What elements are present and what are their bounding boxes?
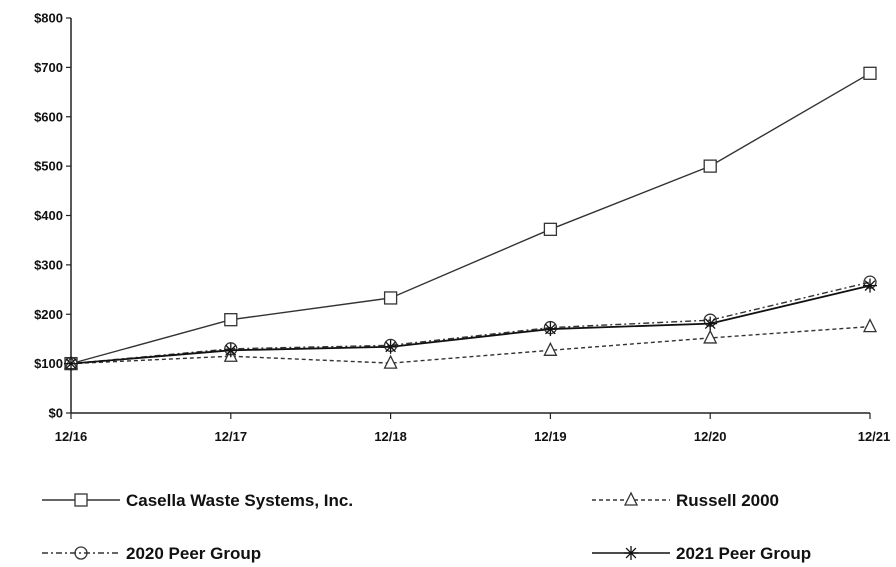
series-line-4 <box>70 284 871 365</box>
series-1-point-shape <box>543 222 558 236</box>
legend-marker-shape <box>623 491 639 506</box>
series-1-point <box>703 159 717 173</box>
series-1-point <box>224 313 238 327</box>
y-tick-label: $100 <box>34 356 63 371</box>
y-tick-label: $300 <box>34 257 63 272</box>
y-tick-label: $400 <box>34 208 63 223</box>
chart-series <box>63 66 878 371</box>
x-tick-label: 12/21 <box>858 429 891 444</box>
series-line-3 <box>70 281 871 365</box>
legend-marker <box>74 493 88 507</box>
series-1-point-shape <box>703 159 717 173</box>
series-2-point-shape <box>543 341 558 356</box>
x-tick-label: 12/20 <box>694 429 727 444</box>
series-4-point <box>863 278 877 293</box>
legend-marker-shape <box>74 493 88 507</box>
y-tick-label: $600 <box>34 109 63 124</box>
legend-marker <box>623 491 639 506</box>
series-4-point <box>703 316 718 331</box>
series-2-point-shape <box>862 318 878 333</box>
legend-item-3: 2020 Peer Group <box>42 544 261 563</box>
series-1-point <box>383 291 398 305</box>
legend-label: Russell 2000 <box>676 491 779 510</box>
series-4-point <box>223 343 238 358</box>
legend-label: 2021 Peer Group <box>676 544 811 563</box>
x-tick-label: 12/19 <box>534 429 567 444</box>
legend-item-4: 2021 Peer Group <box>592 544 811 563</box>
legend-item-2: Russell 2000 <box>592 491 779 510</box>
series-line-1 <box>70 72 871 365</box>
series-2-point <box>543 341 558 356</box>
series-4-point <box>383 339 398 354</box>
series-1-point-shape <box>224 313 238 327</box>
legend-marker <box>624 546 638 560</box>
series-2-point-shape <box>383 354 398 369</box>
y-tick-label: $500 <box>34 159 63 174</box>
chart-axes: $0 $100 $200 $300 $400 $500 $600 $700 $800 12/16 1… <box>34 11 890 445</box>
series-2-point <box>703 329 718 344</box>
y-tick-label: $700 <box>34 60 63 75</box>
x-tick-label: 12/17 <box>215 429 248 444</box>
legend-label: 2020 Peer Group <box>126 544 261 563</box>
series-2-point-shape <box>703 329 718 344</box>
y-tick-label: $200 <box>34 307 63 322</box>
y-tick-label: $0 <box>49 406 63 421</box>
legend-marker <box>74 546 88 560</box>
series-line-2 <box>70 325 871 365</box>
x-tick-label: 12/16 <box>55 429 88 444</box>
legend-marker-shape <box>74 546 88 560</box>
series-4-point <box>543 322 558 337</box>
series-2-point <box>383 354 398 369</box>
series-1-point-shape <box>383 291 398 305</box>
series-4-point <box>64 356 78 371</box>
x-tick-label: 12/18 <box>374 429 407 444</box>
legend-item-1: Casella Waste Systems, Inc. <box>42 491 353 510</box>
series-1-point <box>543 222 558 236</box>
chart-legend: Casella Waste Systems, Inc. Russell 2000 2… <box>42 491 811 563</box>
series-2-point <box>862 318 878 333</box>
y-tick-label: $800 <box>34 11 63 26</box>
legend-label: Casella Waste Systems, Inc. <box>126 491 353 510</box>
series-1-point <box>863 66 877 80</box>
series-1-point-shape <box>863 66 877 80</box>
